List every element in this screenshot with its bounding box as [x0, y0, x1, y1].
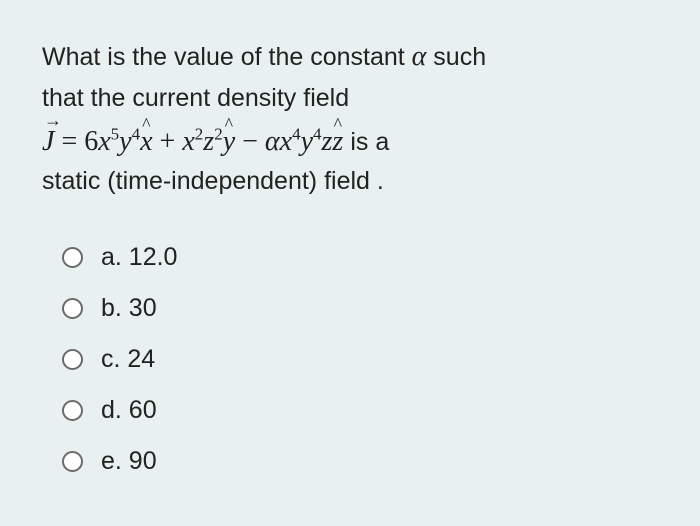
option-label: b. 30: [101, 294, 157, 323]
equation-math: →J = 6x5y4^x + x2z2^y − αx4y4z^z: [42, 126, 350, 157]
option-label: e. 90: [101, 447, 157, 476]
equation-trailing-text: is a: [350, 128, 389, 156]
option-b[interactable]: b. 30: [62, 283, 658, 334]
hat-icon: ^: [225, 112, 233, 137]
question-text-part2: such: [426, 43, 486, 71]
option-label: a. 12.0: [101, 243, 177, 272]
option-e[interactable]: e. 90: [62, 436, 658, 487]
question-line-1: What is the value of the constant α such: [42, 38, 658, 76]
z-hat: ^z: [332, 122, 343, 161]
option-d[interactable]: d. 60: [62, 385, 658, 436]
option-label: c. 24: [101, 345, 155, 374]
alpha-symbol: α: [412, 41, 427, 72]
radio-icon[interactable]: [62, 349, 83, 370]
question-text-part1: What is the value of the constant: [42, 43, 412, 71]
radio-icon[interactable]: [62, 451, 83, 472]
vector-j: →J: [42, 122, 54, 161]
question-line-4: static (time-independent) field .: [42, 165, 658, 199]
option-a[interactable]: a. 12.0: [62, 232, 658, 283]
option-c[interactable]: c. 24: [62, 334, 658, 385]
radio-icon[interactable]: [62, 247, 83, 268]
x-hat: ^x: [140, 122, 152, 161]
radio-icon[interactable]: [62, 298, 83, 319]
y-hat: ^y: [223, 122, 235, 161]
option-label: d. 60: [101, 396, 157, 425]
question-line-2: that the current density field: [42, 82, 658, 116]
radio-icon[interactable]: [62, 400, 83, 421]
hat-icon: ^: [334, 112, 342, 137]
arrow-icon: →: [44, 108, 62, 133]
equation-line: →J = 6x5y4^x + x2z2^y − αx4y4z^z is a: [42, 122, 658, 161]
options-list: a. 12.0 b. 30 c. 24 d. 60 e. 90: [42, 232, 658, 487]
hat-icon: ^: [142, 112, 150, 137]
